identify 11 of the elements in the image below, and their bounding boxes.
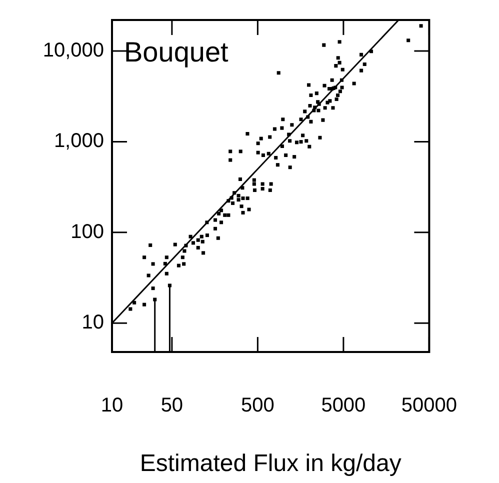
x-tick-label: 50000 bbox=[401, 394, 458, 417]
y-tick-label: 10 bbox=[82, 312, 104, 334]
x-tick-label: 50 bbox=[160, 394, 184, 417]
y-tick-label: 1,000 bbox=[54, 130, 104, 152]
annotation: Bouquet bbox=[124, 36, 229, 68]
x-tick-label: 500 bbox=[241, 394, 274, 417]
x-tick-label: 10 bbox=[100, 394, 124, 417]
y-tick-label: 100 bbox=[70, 220, 104, 243]
x-tick-label: 5000 bbox=[321, 394, 366, 417]
y-tick-label: 10,000 bbox=[42, 40, 104, 62]
x-axis-title: Estimated Flux in kg/day bbox=[140, 450, 402, 478]
